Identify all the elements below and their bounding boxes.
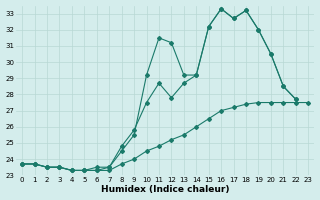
X-axis label: Humidex (Indice chaleur): Humidex (Indice chaleur) bbox=[101, 185, 229, 194]
